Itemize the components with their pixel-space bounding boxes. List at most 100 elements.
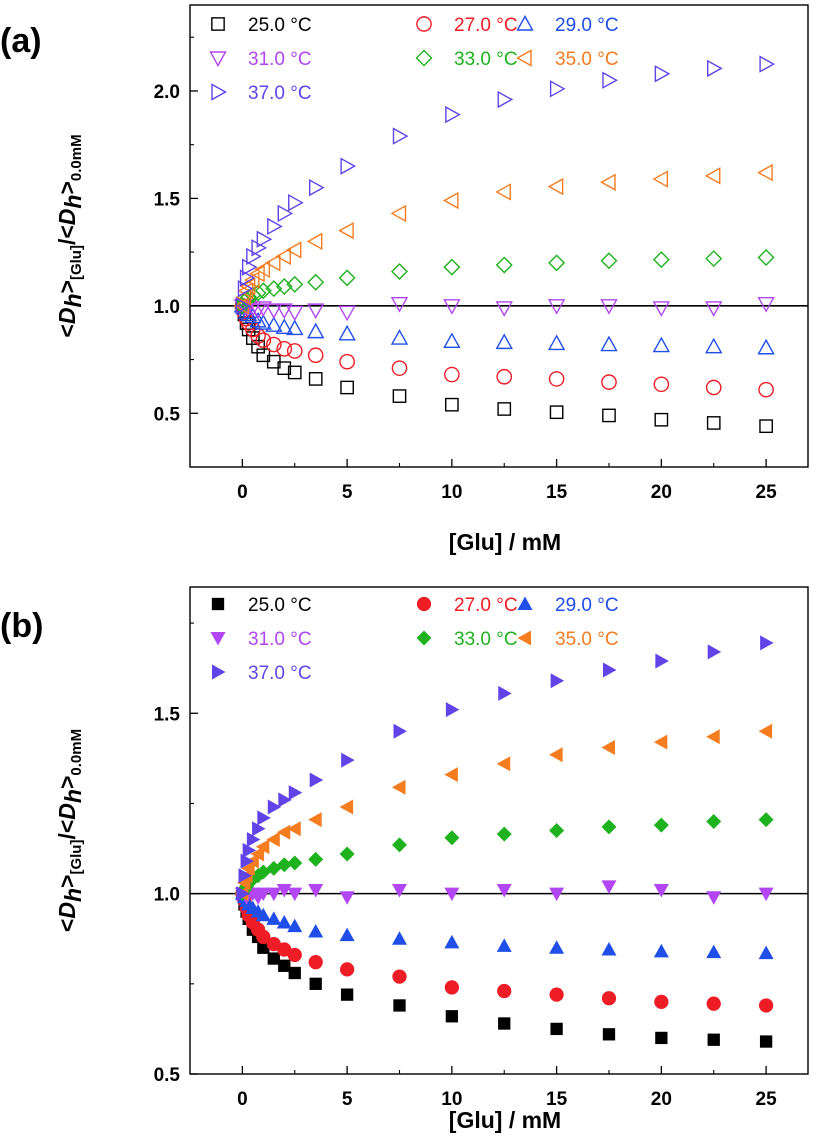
data-point bbox=[704, 167, 721, 185]
data-point bbox=[392, 969, 407, 984]
data-point bbox=[391, 779, 406, 795]
data-point bbox=[390, 204, 407, 223]
legend-entry: 33.0 °C bbox=[416, 629, 518, 650]
data-point bbox=[249, 303, 267, 320]
x-tick-label: 25 bbox=[756, 1089, 778, 1110]
panel-label: (b) bbox=[0, 607, 43, 645]
data-point bbox=[339, 353, 355, 370]
data-point bbox=[246, 832, 261, 848]
x-tick-label: 0 bbox=[237, 1089, 248, 1110]
data-point bbox=[391, 884, 407, 898]
data-point bbox=[705, 379, 722, 396]
series-3 bbox=[234, 880, 774, 905]
data-point bbox=[241, 860, 255, 876]
data-point bbox=[391, 931, 407, 945]
data-point bbox=[758, 381, 774, 398]
data-point bbox=[257, 941, 270, 954]
data-point bbox=[496, 756, 511, 772]
data-point bbox=[275, 318, 293, 335]
x-tick-label: 15 bbox=[546, 1089, 568, 1110]
data-point bbox=[307, 303, 325, 320]
legend-label: 37.0 °C bbox=[248, 663, 312, 684]
legend-entry: 25.0 °C bbox=[211, 15, 312, 36]
data-point bbox=[757, 296, 775, 313]
data-point bbox=[550, 673, 565, 689]
data-point bbox=[757, 338, 775, 355]
data-point bbox=[255, 907, 271, 922]
series-6 bbox=[235, 55, 776, 315]
legend-entry: 25.0 °C bbox=[211, 595, 312, 616]
data-point bbox=[339, 846, 355, 862]
data-point bbox=[287, 918, 303, 933]
data-point bbox=[256, 230, 273, 248]
data-point bbox=[601, 991, 617, 1006]
data-point bbox=[254, 301, 273, 317]
data-point bbox=[496, 826, 512, 842]
data-point bbox=[707, 644, 722, 660]
data-point bbox=[495, 256, 513, 274]
legend-entry: 31.0 °C bbox=[210, 629, 312, 650]
legend-marker bbox=[211, 17, 225, 31]
data-point bbox=[287, 887, 303, 902]
data-point bbox=[390, 329, 409, 345]
data-point bbox=[549, 987, 564, 1002]
data-point bbox=[498, 1017, 511, 1030]
legend-marker bbox=[416, 16, 432, 32]
data-point bbox=[276, 857, 292, 873]
data-point bbox=[275, 247, 291, 266]
legend-entry: 27.0 °C bbox=[416, 595, 518, 616]
data-point bbox=[706, 416, 721, 430]
series-0 bbox=[235, 298, 773, 434]
data-point bbox=[255, 839, 270, 855]
data-point bbox=[240, 853, 255, 869]
data-point bbox=[654, 412, 669, 427]
data-point bbox=[242, 842, 257, 858]
data-point bbox=[444, 887, 460, 902]
data-point bbox=[307, 347, 324, 364]
data-point bbox=[237, 282, 254, 300]
data-point bbox=[278, 959, 291, 972]
data-point bbox=[757, 163, 773, 182]
legend-label: 35.0 °C bbox=[555, 629, 619, 650]
chart-panel-a: 0 5 10 15 20 25 0.5 1.0 1.5 2.0 [Glu] / mM <Dh>[Glu… bbox=[0, 4, 809, 555]
x-tick-label: 20 bbox=[651, 1089, 672, 1110]
x-axis-title: [Glu] / mM bbox=[449, 1107, 561, 1133]
data-point bbox=[308, 178, 325, 197]
legend-label: 29.0 °C bbox=[555, 15, 619, 36]
data-point bbox=[338, 269, 356, 287]
data-point bbox=[308, 851, 324, 867]
legend-label: 27.0 °C bbox=[454, 15, 518, 36]
data-point bbox=[759, 1035, 773, 1048]
data-point bbox=[498, 685, 512, 701]
data-point bbox=[239, 269, 256, 287]
plot-frame bbox=[189, 586, 809, 1075]
legend-label: 37.0 °C bbox=[248, 83, 312, 104]
data-point bbox=[547, 177, 564, 196]
data-point bbox=[707, 59, 723, 78]
y-tick-label: 1.0 bbox=[154, 885, 180, 906]
legend-marker bbox=[415, 49, 433, 67]
data-point bbox=[255, 887, 271, 902]
data-point bbox=[444, 767, 458, 783]
legend-entry: 29.0 °C bbox=[516, 15, 619, 36]
data-point bbox=[236, 886, 250, 902]
data-point bbox=[654, 994, 669, 1009]
data-point bbox=[445, 1010, 459, 1023]
legend-label: 31.0 °C bbox=[248, 49, 312, 70]
data-point bbox=[600, 173, 616, 191]
data-point bbox=[308, 924, 324, 938]
data-point bbox=[267, 952, 280, 965]
data-point bbox=[601, 819, 617, 835]
data-point bbox=[443, 258, 461, 276]
panel-label: (a) bbox=[0, 22, 42, 60]
data-point bbox=[758, 812, 774, 828]
data-point bbox=[758, 945, 774, 960]
data-point bbox=[265, 316, 283, 332]
data-point bbox=[308, 955, 323, 970]
legend-marker bbox=[517, 596, 533, 610]
data-point bbox=[497, 90, 514, 109]
data-point bbox=[266, 937, 281, 952]
legend-entry: 35.0 °C bbox=[516, 49, 619, 70]
data-point bbox=[277, 361, 292, 376]
data-point bbox=[549, 823, 565, 838]
